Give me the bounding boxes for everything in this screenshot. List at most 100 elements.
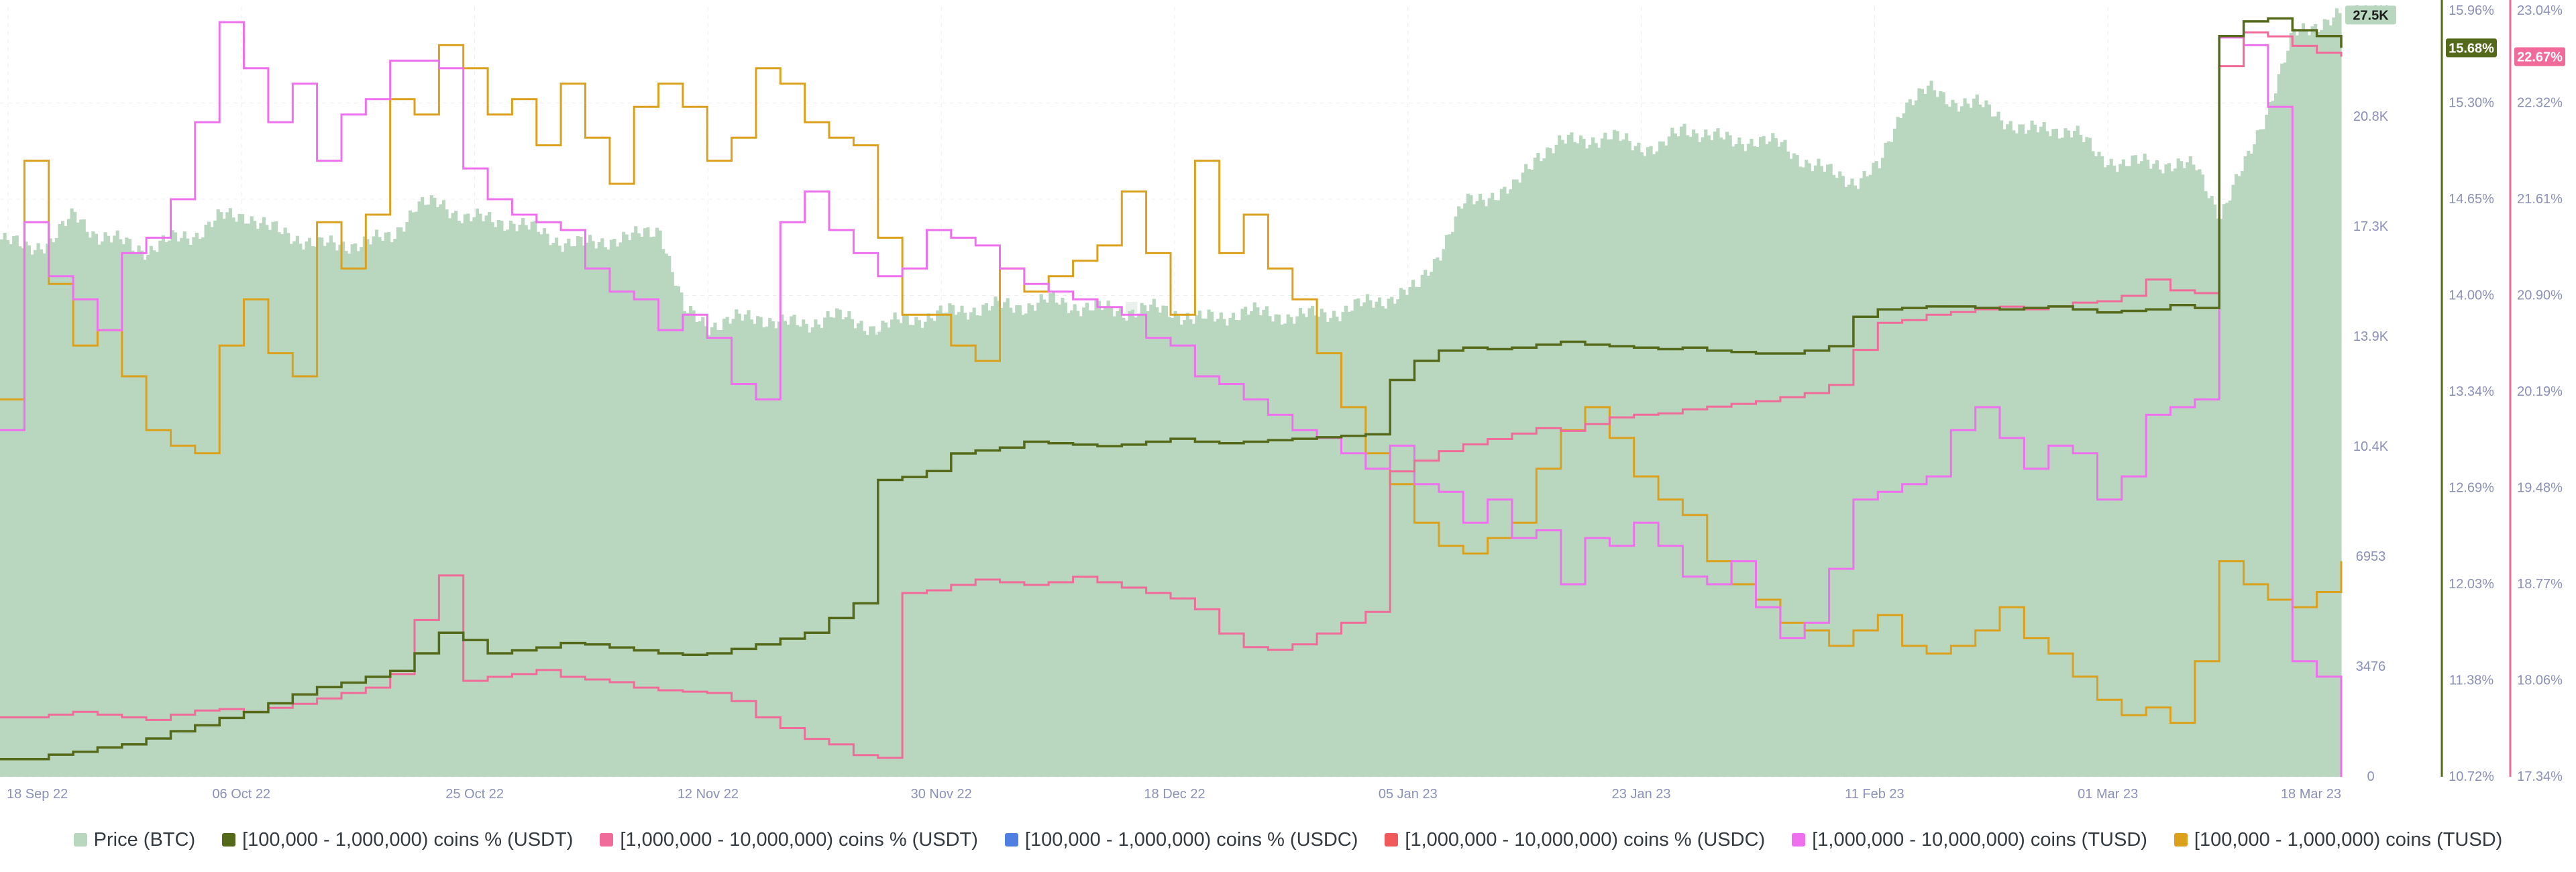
x-tick-label: 06 Oct 22 [212, 787, 270, 802]
price-bar [588, 235, 592, 777]
price-bar [1939, 91, 1943, 777]
price-bar [1493, 200, 1497, 777]
legend-item-tusd_100k_1m[interactable]: [100,000 - 1,000,000) coins (TUSD) [2174, 829, 2502, 851]
price-bar [2219, 219, 2223, 777]
price-bar [1505, 193, 1510, 777]
price-bar [893, 312, 897, 777]
price-bar [1207, 309, 1211, 777]
price-bar [2326, 19, 2330, 777]
price-bar [2188, 156, 2192, 777]
price-bar [987, 310, 991, 777]
price-bar [24, 241, 28, 777]
price-bar [1240, 309, 1244, 777]
price-bar [1530, 169, 1534, 777]
price-bar [606, 249, 610, 777]
price-bar [1868, 174, 1872, 777]
price-bar [100, 241, 105, 777]
price-bar [2200, 174, 2205, 777]
price-bar [2182, 168, 2186, 777]
price-bar [1935, 97, 1939, 777]
price-bar [1929, 80, 1933, 777]
legend-item-price[interactable]: Price (BTC) [73, 829, 195, 851]
y-tick-label-usdt_1m_10m: 20.90% [2517, 288, 2563, 303]
price-bar [140, 250, 144, 777]
price-bar [1085, 303, 1089, 777]
price-bar [1332, 311, 1336, 777]
price-bar [481, 221, 486, 777]
price-bar [170, 230, 174, 777]
y-tick-label-usdt_100k_1m: 10.72% [2449, 769, 2494, 784]
price-bar [1860, 178, 1864, 777]
price-bar [808, 332, 812, 777]
price-bar [2192, 164, 2196, 777]
price-bar [689, 305, 693, 777]
price-bar [1018, 305, 1022, 777]
price-bar [615, 246, 620, 777]
price-bar [741, 321, 745, 777]
legend-item-usdt_100k_1m[interactable]: [100,000 - 1,000,000) coins % (USDT) [222, 829, 573, 851]
price-bar [1463, 203, 1467, 777]
legend-item-usdc_1m_10m[interactable]: [1,000,000 - 10,000,000) coins % (USDC) [1385, 829, 1765, 851]
price-bar [902, 315, 906, 777]
price-bar [2024, 133, 2028, 777]
price-bar [719, 329, 723, 777]
price-bar [1134, 317, 1138, 777]
price-bar [2271, 101, 2275, 777]
price-bar [1823, 171, 1827, 777]
price-bar [484, 215, 488, 777]
price-bar [475, 209, 480, 777]
price-bar [299, 243, 303, 777]
price-bar [966, 319, 970, 777]
price-bar [103, 232, 107, 777]
legend-swatch [73, 833, 87, 847]
price-bar [1777, 146, 1781, 777]
price-bar [905, 314, 909, 777]
price-bar [1006, 298, 1010, 777]
price-bar [164, 241, 168, 777]
price-bar [1070, 310, 1074, 777]
legend-item-usdt_1m_10m[interactable]: [1,000,000 - 10,000,000) coins % (USDT) [600, 829, 978, 851]
price-bar [515, 231, 519, 777]
price-bar [2033, 124, 2037, 777]
price-bar [1886, 141, 1891, 777]
price-bar [1061, 298, 1065, 777]
price-bar [3, 233, 7, 777]
price-bar [2247, 151, 2251, 777]
price-bar [1021, 315, 1025, 777]
price-bar [1899, 117, 1903, 777]
price-bar [1045, 303, 1049, 777]
price-bar [1216, 319, 1220, 777]
price-bar [1902, 113, 1906, 777]
price-bar [871, 326, 875, 777]
price-bar [40, 249, 44, 777]
price-bar [1585, 148, 1589, 777]
price-bar [567, 238, 571, 777]
price-bar [1786, 151, 1790, 777]
price-bar [1036, 303, 1040, 777]
price-bar [1012, 313, 1016, 777]
price-bar [1933, 90, 1937, 777]
legend-label: [100,000 - 1,000,000) coins % (USDT) [242, 828, 574, 851]
price-bar [682, 311, 687, 777]
price-bar [625, 234, 629, 777]
price-bar [847, 311, 851, 777]
legend-item-usdc_100k_1m[interactable]: [100,000 - 1,000,000) coins % (USDC) [1004, 829, 1358, 851]
price-bar [1740, 144, 1744, 777]
price-bar [826, 311, 830, 777]
price-bar [454, 211, 458, 777]
price-bar [1725, 131, 1729, 777]
legend-item-tusd_1m_10m[interactable]: [1,000,000 - 10,000,000) coins (TUSD) [1792, 829, 2147, 851]
price-bar [881, 321, 885, 777]
price-bar [2207, 198, 2211, 777]
price-bar [237, 213, 241, 777]
price-bar [1350, 311, 1354, 777]
price-bar [277, 232, 281, 777]
price-bar [1813, 165, 1817, 777]
y-tick-label-usdt_1m_10m: 22.32% [2517, 96, 2563, 111]
price-bar [524, 225, 528, 777]
price-bar [1588, 144, 1592, 777]
price-bar [1405, 294, 1409, 777]
price-bar [1750, 138, 1754, 777]
price-bar [186, 238, 190, 777]
price-bar [1947, 106, 1951, 777]
